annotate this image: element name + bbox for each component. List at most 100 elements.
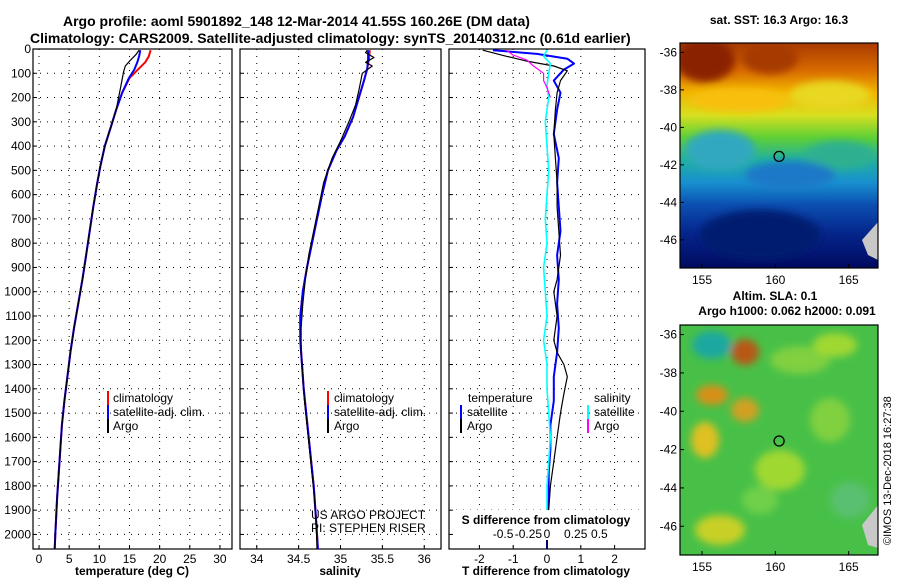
x-tick-label: 25 bbox=[183, 552, 197, 566]
depth-axis: 0 100 200 300 400 500 600 700 800 900 1000 1100 1200… bbox=[4, 42, 31, 541]
depth-tick-label: 1500 bbox=[4, 406, 31, 420]
depth-tick-label: 1000 bbox=[4, 285, 31, 299]
x-tick-label: 35 bbox=[334, 552, 348, 566]
temperature-plot-frame bbox=[32, 48, 233, 550]
x-tick-label: 30 bbox=[213, 552, 227, 566]
map-x-tick-label: 165 bbox=[839, 560, 859, 574]
map-y-tick-label: -40 bbox=[660, 404, 678, 418]
depth-tick-label: 1200 bbox=[4, 333, 31, 347]
legend-label-argo: Argo bbox=[113, 419, 139, 433]
imos-stamp: ©IMOS 13-Dec-2018 16:27:38 bbox=[882, 396, 894, 545]
map-y-tick-label: -42 bbox=[660, 158, 678, 172]
x-tick-label: 5 bbox=[66, 552, 73, 566]
x-tick-label: -1 bbox=[508, 552, 519, 566]
depth-tick-label: 1300 bbox=[4, 358, 31, 372]
map-y-tick-label: -46 bbox=[660, 519, 678, 533]
x-tick-label: 0 bbox=[544, 552, 551, 566]
depth-tick-label: 1100 bbox=[5, 309, 31, 323]
sst-map-frame bbox=[679, 42, 879, 269]
s-difference-ticks: -0.5 -0.25 0 0.25 0.5 bbox=[493, 527, 608, 541]
depth-tick-label: 600 bbox=[11, 188, 31, 202]
map-x-tick-label: 155 bbox=[692, 273, 712, 287]
legend-label-satellite: satellite-adj. clim. bbox=[334, 405, 426, 419]
depth-tick-label: 1600 bbox=[4, 430, 31, 444]
legend-label-satellite: satellite-adj. clim. bbox=[113, 405, 205, 419]
sst-map-axes: 155 160 165 -36 -38 -40 -42 -44 -46 bbox=[660, 45, 859, 287]
credit-pi: PI: STEPHEN RISER bbox=[311, 521, 426, 535]
series-line-argo-salinity bbox=[506, 49, 551, 98]
sla-argo-location-marker bbox=[773, 435, 785, 447]
depth-tick-label: 900 bbox=[11, 260, 31, 274]
depth-tick-label: 1700 bbox=[4, 455, 31, 469]
legend-label-t-argo: Argo bbox=[467, 419, 493, 433]
salinity-plot-area: 34 34.5 35 35.5 36 bbox=[240, 48, 441, 566]
x-tick-label: 2 bbox=[611, 552, 618, 566]
s-tick-label: -0.25 bbox=[515, 527, 543, 541]
depth-tick-label: 1800 bbox=[4, 479, 31, 493]
sst-map: sat. SST: 16.3 Argo: 16.3 155 160 165 -36 -3… bbox=[660, 13, 879, 287]
series-line-satellite-salinity bbox=[542, 49, 552, 535]
depth-tick-label: 1900 bbox=[4, 503, 31, 517]
legend-label-s-argo: Argo bbox=[594, 419, 620, 433]
credit-project: US ARGO PROJECT bbox=[311, 508, 426, 522]
figure-title-line2: Climatology: CARS2009. Satellite-adjuste… bbox=[30, 30, 631, 46]
sst-argo-location-marker bbox=[773, 150, 785, 163]
map-y-tick-label: -38 bbox=[660, 366, 678, 380]
s-tick-label: 0.5 bbox=[591, 527, 608, 541]
x-tick-label: -2 bbox=[474, 552, 485, 566]
depth-tick-label: 300 bbox=[11, 115, 31, 129]
salinity-plot-frame bbox=[239, 48, 442, 550]
x-tick-label: 34 bbox=[250, 552, 264, 566]
map-y-tick-label: -42 bbox=[660, 443, 678, 457]
map-y-tick-label: -38 bbox=[660, 83, 678, 97]
map-y-tick-label: -44 bbox=[660, 481, 678, 495]
x-tick-label: 36 bbox=[418, 552, 432, 566]
x-tick-label: 1 bbox=[577, 552, 584, 566]
x-tick-label: 15 bbox=[123, 552, 137, 566]
s-difference-xlabel: S difference from climatology bbox=[462, 513, 631, 527]
figure-title-line1: Argo profile: aoml 5901892_148 12-Mar-20… bbox=[63, 13, 530, 29]
series-line-satellite-adj-clim- bbox=[299, 50, 370, 550]
map-x-tick-label: 160 bbox=[765, 560, 785, 574]
temperature-legend: climatology satellite-adj. clim. Argo bbox=[107, 391, 205, 433]
legend-title-temperature: temperature bbox=[468, 391, 533, 405]
map-y-tick-label: -40 bbox=[660, 120, 678, 134]
series-line-argo bbox=[482, 49, 568, 549]
legend-label-argo: Argo bbox=[334, 419, 360, 433]
sla-map-title: Altim. SLA: 0.1 bbox=[733, 289, 818, 303]
legend-label-t-satellite: satellite bbox=[467, 405, 508, 419]
map-x-tick-label: 165 bbox=[839, 273, 859, 287]
depth-tick-label: 1400 bbox=[4, 382, 31, 396]
difference-plot-frame bbox=[448, 48, 646, 550]
series-line-satellite bbox=[492, 49, 575, 549]
depth-tick-label: 2000 bbox=[4, 527, 31, 541]
map-y-tick-label: -36 bbox=[660, 45, 678, 59]
s-tick-label: -0.5 bbox=[493, 527, 514, 541]
legend-label-climatology: climatology bbox=[334, 391, 394, 405]
series-line-climatology bbox=[299, 50, 371, 550]
salinity-panel: 34 34.5 35 35.5 36 salinity climatology sate… bbox=[239, 48, 442, 578]
legend-label-s-satellite: satellite bbox=[594, 405, 635, 419]
temperature-plot-area: 0 5 10 15 20 25 30 bbox=[33, 48, 232, 566]
map-y-tick-label: -36 bbox=[660, 328, 678, 342]
depth-tick-label: 0 bbox=[24, 42, 31, 56]
t-difference-xlabel: T difference from climatology bbox=[462, 564, 630, 578]
depth-tick-label: 700 bbox=[11, 212, 31, 226]
s-axis-backdrop bbox=[456, 510, 640, 540]
sst-image bbox=[680, 43, 878, 268]
series-line-argo bbox=[300, 49, 375, 550]
legend-title-salinity: salinity bbox=[594, 391, 631, 405]
temperature-xlabel: temperature (deg C) bbox=[75, 564, 189, 578]
sst-map-title: sat. SST: 16.3 Argo: 16.3 bbox=[710, 13, 849, 27]
sla-image bbox=[680, 325, 878, 555]
map-x-tick-label: 155 bbox=[692, 560, 712, 574]
depth-tick-label: 800 bbox=[11, 236, 31, 250]
depth-tick-label: 100 bbox=[11, 66, 31, 80]
sla-map-subtitle: Argo h1000: 0.062 h2000: 0.091 bbox=[698, 304, 876, 318]
map-y-tick-label: -44 bbox=[660, 195, 678, 209]
difference-legend-salinity: salinity satellite Argo bbox=[587, 391, 635, 433]
temperature-panel: 0 5 10 15 20 25 30 temperature (deg C) climato… bbox=[32, 48, 233, 578]
depth-tick-label: 400 bbox=[11, 139, 31, 153]
depth-tick-label: 500 bbox=[11, 163, 31, 177]
x-tick-label: 20 bbox=[153, 552, 167, 566]
